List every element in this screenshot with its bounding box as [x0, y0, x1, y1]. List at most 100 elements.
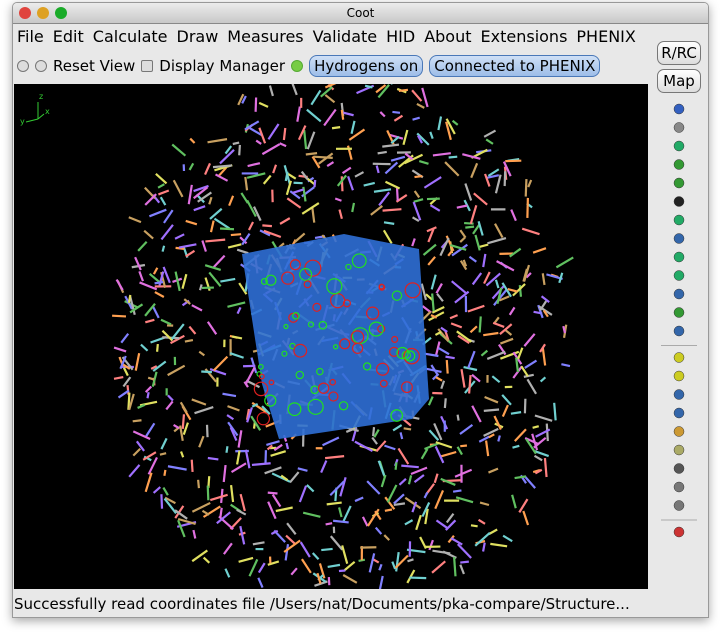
bond: [354, 440, 373, 452]
bond: [496, 287, 503, 305]
tool-icon[interactable]: [673, 370, 685, 382]
tool-icon[interactable]: [673, 444, 685, 456]
bond: [434, 331, 442, 336]
bond: [285, 442, 290, 450]
menu-item[interactable]: Measures: [227, 27, 304, 46]
nav-icon[interactable]: [35, 60, 47, 72]
bond: [486, 350, 506, 360]
bond: [540, 295, 550, 303]
display-manager-button[interactable]: Display Manager: [159, 57, 286, 75]
bond: [167, 465, 187, 471]
bond: [500, 337, 514, 345]
nav-icon[interactable]: [17, 60, 29, 72]
bond: [460, 560, 469, 564]
bond: [137, 240, 148, 252]
zoom-button[interactable]: [55, 7, 67, 19]
density-map: [242, 234, 429, 439]
bond: [275, 506, 293, 513]
menu-item[interactable]: Validate: [312, 27, 378, 46]
density-contour: [317, 382, 330, 394]
bond: [514, 428, 527, 442]
bond: [485, 138, 494, 145]
close-button[interactable]: [19, 7, 31, 19]
reset-view-button[interactable]: Reset View: [53, 57, 136, 75]
axis-line: [37, 113, 45, 120]
tool-icon[interactable]: [673, 103, 685, 115]
bond: [471, 405, 482, 423]
bond: [201, 370, 212, 374]
menu-item[interactable]: Draw: [176, 27, 219, 46]
menu-item[interactable]: About: [424, 27, 472, 46]
tool-icon[interactable]: [673, 389, 685, 400]
menu-item[interactable]: PHENIX: [576, 27, 636, 46]
menu-item[interactable]: Edit: [52, 27, 84, 46]
tool-icon[interactable]: [673, 481, 685, 493]
title-bar: Coot: [13, 3, 708, 24]
tool-icon[interactable]: [673, 140, 685, 152]
molecule-viewer[interactable]: z y x: [14, 84, 648, 589]
minimize-button[interactable]: [37, 7, 49, 19]
side-button[interactable]: Map: [657, 69, 701, 93]
density-contour: [350, 330, 365, 344]
bond: [363, 181, 375, 187]
tool-icon[interactable]: [673, 325, 685, 337]
bond: [407, 475, 413, 485]
tool-icon[interactable]: [673, 352, 685, 363]
bond: [314, 580, 328, 587]
bond: [122, 367, 129, 377]
menu-item[interactable]: Calculate: [92, 27, 168, 46]
bond: [372, 558, 380, 564]
bond: [351, 202, 356, 213]
tool-icon[interactable]: [673, 233, 685, 244]
axis-line: [25, 118, 39, 123]
density-contour: [366, 306, 380, 320]
bond: [397, 447, 410, 465]
bond: [384, 496, 396, 510]
tool-icon[interactable]: [673, 288, 685, 300]
bond: [448, 155, 458, 159]
bond: [216, 511, 232, 525]
tool-icon[interactable]: [673, 177, 685, 189]
bond: [249, 127, 264, 137]
bond: [500, 350, 520, 360]
density-contour: [375, 362, 390, 376]
menu-item[interactable]: Extensions: [480, 27, 568, 46]
bond: [377, 150, 387, 155]
tool-icon[interactable]: [673, 196, 685, 207]
bond: [354, 171, 365, 178]
bond: [478, 243, 489, 249]
bond: [235, 450, 241, 465]
tool-icon[interactable]: [673, 251, 685, 263]
bond: [282, 127, 287, 141]
bond: [437, 328, 450, 342]
tool-icon[interactable]: [673, 122, 685, 133]
tool-icon[interactable]: [673, 159, 685, 170]
tool-icon[interactable]: [673, 270, 685, 281]
bond: [238, 282, 248, 295]
tool-icon[interactable]: [673, 526, 685, 538]
bond: [267, 491, 278, 495]
bond: [411, 89, 423, 102]
bond: [501, 394, 512, 406]
density-contour: [332, 344, 339, 350]
bond: [435, 283, 443, 294]
tool-icon[interactable]: [673, 407, 685, 419]
menu-item[interactable]: HID: [386, 27, 416, 46]
tool-icon[interactable]: [673, 307, 685, 318]
bond: [285, 180, 292, 196]
bond: [247, 221, 255, 231]
bond: [420, 283, 428, 301]
hydrogens-toggle[interactable]: Hydrogens on: [309, 55, 424, 77]
tool-icon[interactable]: [673, 426, 685, 437]
tool-icon[interactable]: [673, 500, 685, 511]
bond: [493, 289, 508, 306]
phenix-toggle[interactable]: Connected to PHENIX: [429, 55, 601, 77]
bond: [484, 440, 490, 457]
density-contour: [281, 350, 288, 357]
tool-icon[interactable]: [673, 214, 685, 226]
bond: [220, 277, 236, 283]
tool-icon[interactable]: [673, 463, 685, 474]
bond: [391, 561, 397, 570]
side-button[interactable]: R/RC: [657, 41, 701, 65]
menu-item[interactable]: File: [17, 27, 44, 46]
